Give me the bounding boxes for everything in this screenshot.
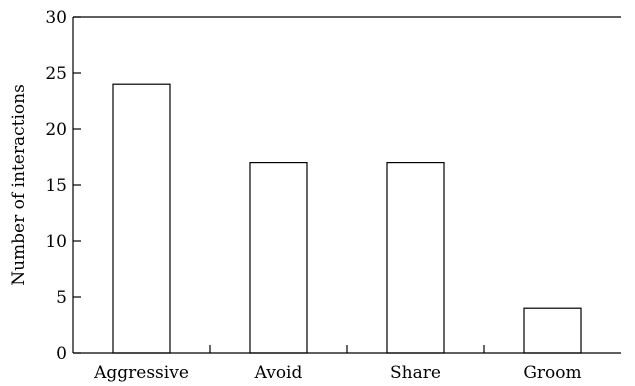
bar-share bbox=[387, 163, 444, 353]
bar-groom bbox=[524, 308, 581, 353]
bar-avoid bbox=[250, 163, 307, 353]
x-category-label: Aggressive bbox=[93, 363, 189, 383]
y-tick-label: 30 bbox=[45, 8, 67, 28]
bar-aggressive bbox=[113, 84, 170, 353]
y-tick-label: 15 bbox=[45, 176, 67, 196]
x-category-label: Groom bbox=[523, 363, 581, 383]
x-category-label: Share bbox=[390, 363, 441, 383]
y-tick-label: 25 bbox=[45, 64, 67, 84]
y-axis-title: Number of interactions bbox=[9, 84, 29, 286]
y-axis-ticks: 0 5 10 15 20 25 30 bbox=[45, 8, 81, 364]
plot-area: 0 5 10 15 20 25 30 Aggressive Avoid Share Groom bbox=[45, 8, 621, 383]
x-category-label: Avoid bbox=[254, 363, 303, 383]
bars-group bbox=[113, 84, 581, 353]
y-tick-label: 5 bbox=[56, 288, 67, 308]
y-tick-label: 10 bbox=[45, 232, 67, 252]
y-tick-label: 0 bbox=[56, 344, 67, 364]
y-tick-label: 20 bbox=[45, 120, 67, 140]
